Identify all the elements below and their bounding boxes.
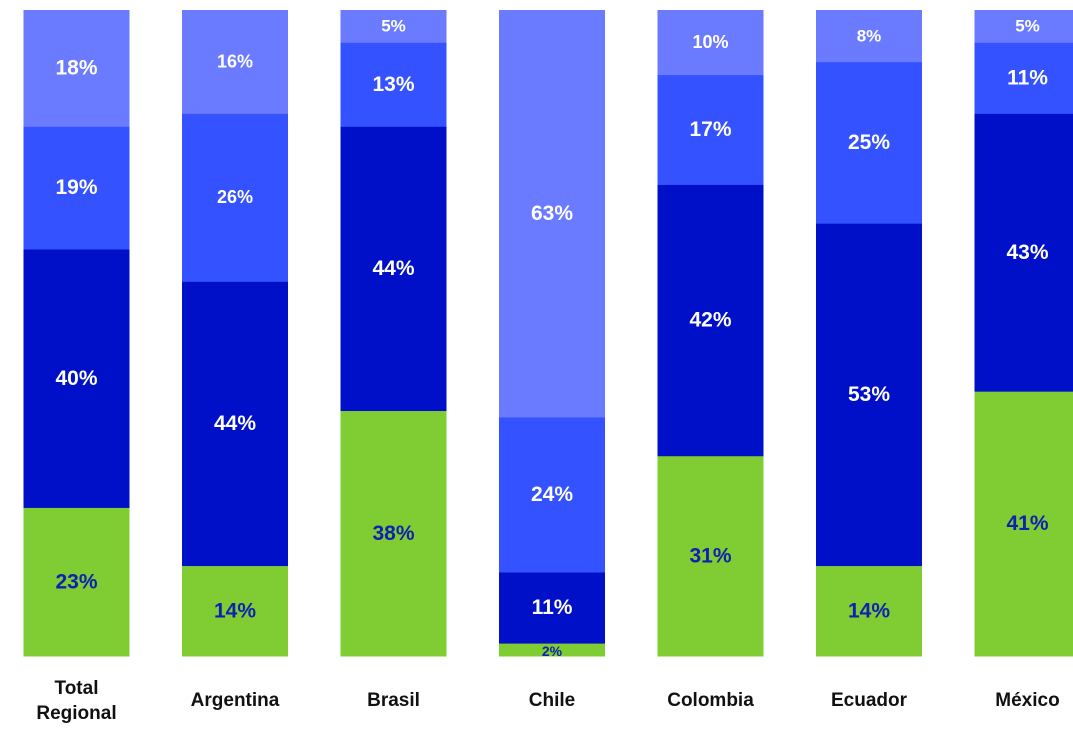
bar-segment-mexico-s4 [974,10,1073,43]
data-label-mexico-s4: 5% [1015,17,1040,36]
data-label-brasil-s4: 5% [381,17,406,36]
category-label-total-regional: Total Regional [36,678,116,724]
data-label-ecuador-s1: 14% [848,599,890,622]
category-label-argentina: Argentina [191,690,280,711]
data-label-ecuador-s4: 8% [857,26,882,45]
data-label-argentina-s4: 16% [217,51,253,71]
bar-segment-brasil-s4 [340,10,447,43]
data-label-mexico-s3: 11% [1007,66,1048,89]
data-label-argentina-s1: 14% [214,599,256,622]
bar-segment-argentina-s4 [182,10,288,114]
data-label-mexico-s2: 43% [1006,241,1048,264]
bar-segment-total-regional-s4 [23,10,130,127]
bar-segment-mexico-s1 [974,391,1073,657]
bar-segment-total-regional-s2 [23,249,130,508]
bar-segment-chile-s3 [499,416,605,573]
data-label-brasil-s2: 44% [372,257,414,280]
bar-segment-colombia-s2 [657,184,764,457]
bar-segment-total-regional-s3 [23,126,130,250]
bar-segment-colombia-s1 [657,455,764,657]
bar-segment-colombia-s3 [657,74,764,185]
data-label-mexico-s1: 41% [1006,512,1048,535]
data-label-brasil-s3: 13% [372,73,414,96]
bar-segment-chile-s4 [499,10,605,418]
data-label-total-regional-s3: 19% [55,176,97,199]
bar-segment-chile-s1 [499,643,605,657]
data-label-chile-s3: 24% [531,483,573,506]
bar-segment-brasil-s3 [340,42,447,127]
bar-segment-ecuador-s4 [816,10,922,63]
data-label-ecuador-s2: 53% [848,383,890,406]
bar-segment-ecuador-s2 [816,223,922,567]
data-label-colombia-s1: 31% [689,544,731,567]
data-label-ecuador-s3: 25% [848,131,890,154]
bar-segment-ecuador-s1 [816,565,922,657]
category-label-colombia: Colombia [667,690,754,711]
data-label-argentina-s2: 44% [214,412,256,435]
bar-segment-ecuador-s3 [816,61,922,224]
data-label-colombia-s4: 10% [692,32,728,52]
category-label-mexico: México [995,690,1059,711]
bar-segment-brasil-s1 [340,410,447,657]
bar-segment-mexico-s2 [974,113,1073,392]
bar-segment-argentina-s2 [182,281,288,567]
bar-segment-brasil-s2 [340,126,447,412]
data-label-chile-s2: 11% [532,596,573,619]
data-label-total-regional-s4: 18% [55,57,97,80]
data-label-colombia-s2: 42% [689,309,731,332]
bar-segment-chile-s2 [499,572,605,644]
bar-segment-mexico-s3 [974,42,1073,114]
data-label-brasil-s1: 38% [372,522,414,545]
data-label-colombia-s3: 17% [689,118,731,141]
bar-segment-total-regional-s1 [23,507,130,657]
category-label-brasil: Brasil [367,690,420,711]
data-label-argentina-s3: 26% [217,187,253,207]
data-label-chile-s4: 63% [531,202,573,225]
data-label-total-regional-s2: 40% [55,367,97,390]
category-label-ecuador: Ecuador [831,690,908,711]
data-label-chile-s1: 2% [542,643,563,659]
bar-segment-argentina-s3 [182,113,288,282]
bar-segment-argentina-s1 [182,565,288,657]
data-label-total-regional-s1: 23% [55,570,97,593]
bar-segment-colombia-s4 [657,10,764,76]
category-label-chile: Chile [529,690,575,711]
